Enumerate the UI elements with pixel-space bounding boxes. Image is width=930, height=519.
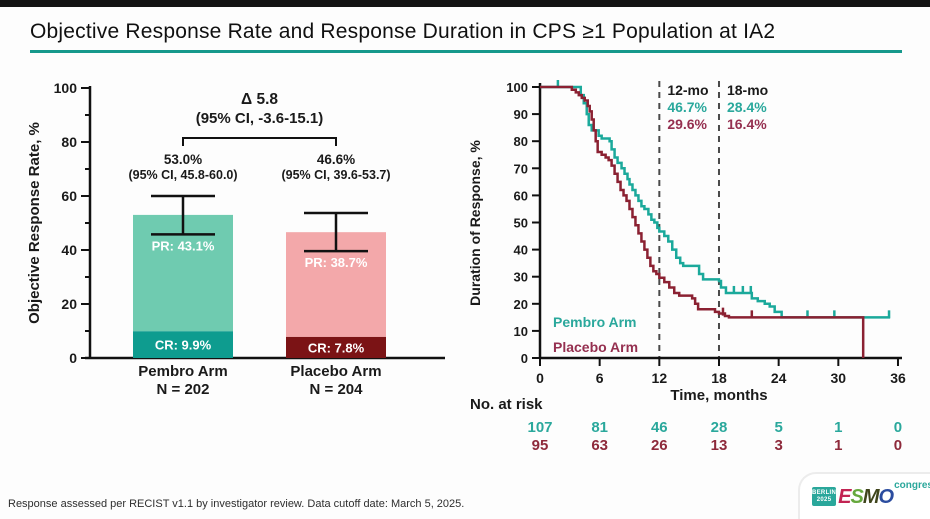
orr-ci-label: (95% CI, 45.8-60.0)	[128, 168, 237, 182]
top-black-bar	[0, 0, 930, 7]
delta-label: Δ 5.8	[241, 91, 278, 108]
y-tick-label: 80	[514, 134, 528, 149]
esmo-berlin-badge: BERLIN 2025	[812, 487, 837, 506]
cr-label: CR: 7.8%	[308, 340, 365, 355]
at-risk-value: 26	[651, 437, 668, 454]
km-curve	[540, 85, 891, 319]
km-curve	[540, 85, 865, 358]
y-tick-label: 90	[514, 107, 528, 122]
y-tick-label: 100	[506, 80, 528, 95]
milestone-value: 46.7%	[667, 99, 707, 115]
esmo-logo-card: BERLIN 2025 ESMO congress	[798, 472, 930, 519]
y-tick-label: 50	[514, 216, 528, 231]
x-axis-title: Time, months	[670, 387, 767, 404]
bar-cr-segment	[286, 336, 386, 358]
bar-cr-segment	[133, 331, 233, 358]
cr-label: CR: 9.9%	[155, 338, 212, 353]
milestone-value: 16.4%	[727, 116, 767, 132]
at-risk-value: 28	[711, 419, 728, 436]
title-underline	[30, 50, 902, 53]
at-risk-value: 0	[894, 437, 902, 454]
at-risk-value: 1	[834, 419, 842, 436]
milestone-label: 18-mo	[727, 82, 768, 98]
category-n-label: N = 204	[310, 381, 364, 398]
at-risk-value: 63	[591, 437, 608, 454]
y-tick-label: 20	[514, 297, 528, 312]
at-risk-value: 3	[774, 437, 782, 454]
at-risk-value: 107	[527, 419, 552, 436]
at-risk-title: No. at risk	[470, 396, 543, 413]
y-tick-label: 60	[61, 188, 77, 204]
at-risk-value: 1	[834, 437, 842, 454]
y-tick-label: 80	[61, 134, 77, 150]
at-risk-value: 13	[711, 437, 728, 454]
at-risk-value: 5	[774, 419, 782, 436]
milestone-value: 28.4%	[727, 99, 767, 115]
x-tick-label: 30	[831, 370, 847, 386]
y-tick-label: 20	[61, 296, 77, 312]
esmo-letter: M	[862, 485, 880, 508]
at-risk-value: 81	[591, 419, 608, 436]
y-tick-label: 0	[69, 350, 77, 366]
orr-ci-label: (95% CI, 39.6-53.7)	[281, 168, 390, 182]
pr-label: PR: 38.7%	[305, 255, 368, 270]
y-axis-title: Objective Response Rate, %	[26, 122, 43, 324]
delta-bracket	[182, 137, 337, 146]
badge-city: BERLIN	[812, 489, 837, 496]
category-label: Placebo Arm	[290, 363, 381, 380]
at-risk-value: 46	[651, 419, 668, 436]
category-label: Pembro Arm	[138, 363, 227, 380]
legend-label: Placebo Arm	[553, 339, 638, 355]
slide-title: Objective Response Rate and Response Dur…	[30, 20, 776, 43]
x-tick-label: 12	[652, 370, 668, 386]
y-tick-label: 40	[514, 243, 528, 258]
orr-value-label: 46.6%	[317, 152, 355, 167]
esmo-letter: S	[850, 485, 863, 508]
legend-label: Pembro Arm	[553, 314, 637, 330]
y-tick-label: 10	[514, 324, 528, 339]
y-tick-label: 60	[514, 188, 528, 203]
x-tick-label: 0	[536, 370, 544, 386]
footnote: Response assessed per RECIST v1.1 by inv…	[8, 498, 465, 510]
y-tick-label: 0	[521, 351, 528, 366]
orr-value-label: 53.0%	[164, 152, 202, 167]
orr-bar-chart: 0 20 40 60 80 100 Objective Response Rate, % 53…	[26, 80, 445, 398]
esmo-congress-label: congress	[894, 480, 930, 491]
y-tick-label: 100	[54, 80, 78, 96]
x-tick-label: 6	[596, 370, 604, 386]
category-n-label: N = 202	[157, 381, 210, 398]
esmo-letter: E	[838, 485, 851, 508]
esmo-letter: O	[878, 485, 895, 508]
y-tick-label: 40	[61, 242, 77, 258]
y-tick-label: 70	[514, 161, 528, 176]
milestone-value: 29.6%	[667, 116, 707, 132]
delta-ci-label: (95% CI, -3.6-15.1)	[196, 110, 324, 127]
at-risk-value: 95	[532, 437, 549, 454]
x-tick-label: 18	[711, 370, 727, 386]
y-axis-title: Duration of Response, %	[467, 140, 483, 306]
esmo-wordmark: ESMO	[838, 485, 895, 508]
at-risk-value: 0	[894, 419, 902, 436]
y-tick-label: 30	[514, 270, 528, 285]
x-tick-label: 24	[771, 370, 787, 386]
pr-label: PR: 43.1%	[152, 238, 215, 253]
x-tick-label: 36	[890, 370, 906, 386]
milestone-label: 12-mo	[667, 82, 708, 98]
badge-year: 2025	[816, 496, 832, 503]
